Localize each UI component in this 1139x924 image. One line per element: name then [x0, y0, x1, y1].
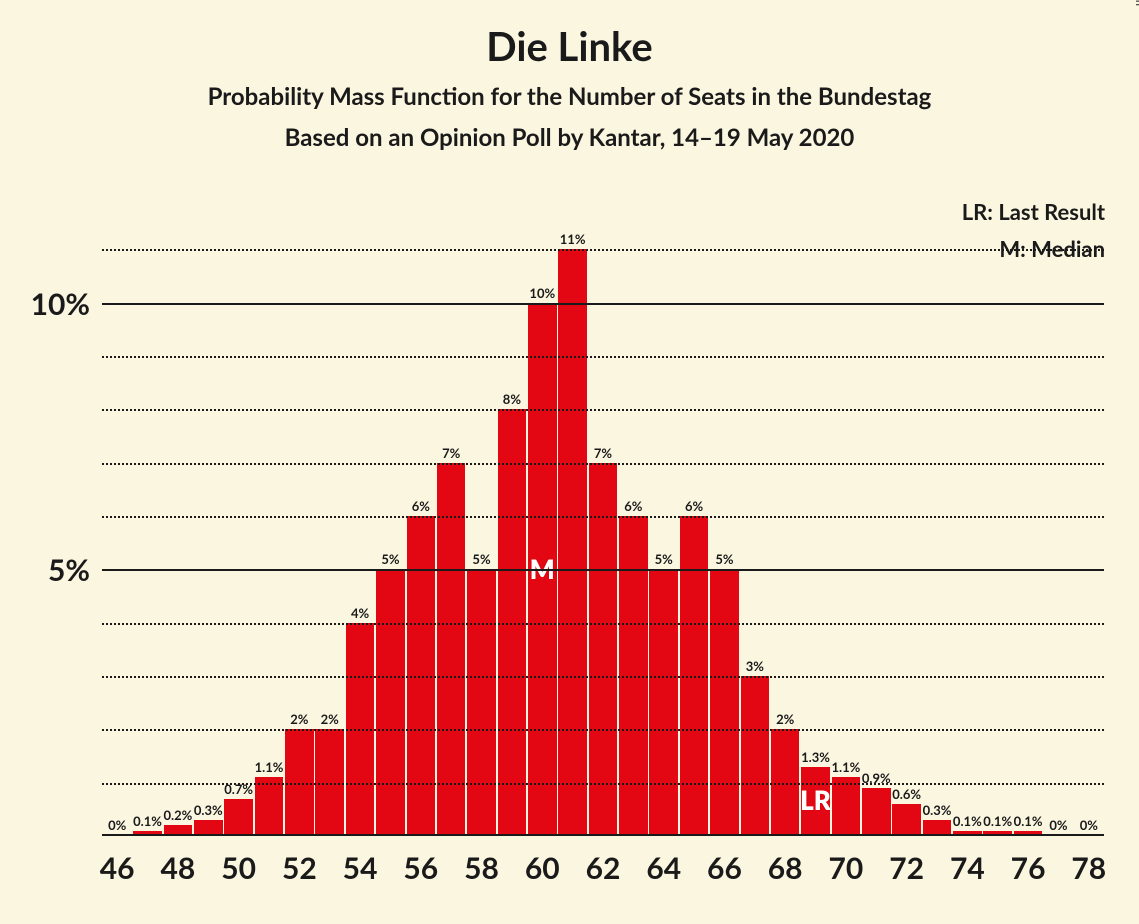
bar-value-label: 5%	[381, 551, 399, 567]
gridline-minor	[102, 409, 1104, 411]
bar: 7%	[437, 463, 466, 836]
bar-value-label: 5%	[472, 551, 490, 567]
bar: 5%	[710, 569, 739, 836]
bar-value-label: 6%	[412, 498, 430, 514]
bar: 3%	[741, 676, 770, 836]
bar-value-label: 11%	[560, 231, 586, 247]
bar-value-label: 0.1%	[1014, 813, 1043, 829]
bar: 1.1%	[832, 777, 861, 836]
x-tick-label: 56	[403, 850, 438, 886]
gridline-minor	[102, 676, 1104, 678]
bar: 7%	[589, 463, 618, 836]
bar-value-label: 4%	[351, 605, 369, 621]
x-tick-label: 52	[282, 850, 317, 886]
x-tick-label: 46	[100, 850, 135, 886]
bar-value-label: 0.6%	[892, 786, 921, 802]
gridline-minor	[102, 516, 1104, 518]
gridline-major	[102, 303, 1104, 305]
x-tick-label: 58	[464, 850, 499, 886]
bar: 11%	[558, 249, 587, 836]
bar-value-label: 1.1%	[831, 759, 860, 775]
bar-value-label: 0%	[108, 817, 126, 833]
bar-value-label: 2%	[290, 711, 308, 727]
x-tick-label: 62	[586, 850, 621, 886]
x-tick-label: 66	[707, 850, 742, 886]
bar-value-label: 0.3%	[923, 802, 952, 818]
bar-value-label: 10%	[529, 285, 555, 301]
gridline-minor	[102, 463, 1104, 465]
bar: 1.1%	[255, 777, 284, 836]
bar-value-label: 5%	[715, 551, 733, 567]
bar-value-label: 2%	[776, 711, 794, 727]
x-tick-label: 70	[829, 850, 864, 886]
chart-title: Die Linke	[0, 22, 1139, 70]
bar-value-label: 2%	[321, 711, 339, 727]
bar-value-label: 8%	[503, 391, 521, 407]
x-tick-label: 50	[221, 850, 256, 886]
x-tick-label: 64	[646, 850, 681, 886]
x-tick-label: 74	[950, 850, 985, 886]
bar-value-label: 0.1%	[133, 813, 162, 829]
bar: 5%	[376, 569, 405, 836]
gridline-minor	[102, 783, 1104, 785]
last-result-marker: LR	[800, 784, 831, 816]
bar: 5%	[467, 569, 496, 836]
x-tick-label: 72	[889, 850, 924, 886]
bar: 1.3%LR	[801, 767, 830, 836]
bar-value-label: 7%	[594, 445, 612, 461]
x-tick-label: 54	[343, 850, 378, 886]
gridline-major	[102, 569, 1104, 571]
bar-value-label: 0.2%	[163, 807, 192, 823]
y-tick-label: 5%	[0, 552, 90, 588]
bar: 0.9%	[862, 788, 891, 836]
bar-value-label: 5%	[655, 551, 673, 567]
chart-subtitle-2: Based on an Opinion Poll by Kantar, 14–1…	[0, 123, 1139, 152]
y-tick-label: 10%	[0, 286, 90, 322]
bar-value-label: 3%	[746, 658, 764, 674]
bar-value-label: 1.3%	[801, 749, 830, 765]
gridline-minor	[102, 356, 1104, 358]
title-area: Die Linke Probability Mass Function for …	[0, 22, 1139, 152]
x-tick-label: 78	[1071, 850, 1106, 886]
x-tick-label: 76	[1011, 850, 1046, 886]
bar-value-label: 1.1%	[255, 759, 284, 775]
bar-value-label: 6%	[624, 498, 642, 514]
bar: 0.7%	[224, 799, 253, 836]
bar-value-label: 0.1%	[953, 813, 982, 829]
bar-value-label: 7%	[442, 445, 460, 461]
x-tick-label: 60	[525, 850, 560, 886]
copyright-text: © 2021 Filip van Laenen	[1133, 0, 1139, 6]
bar-value-label: 6%	[685, 498, 703, 514]
gridline-minor	[102, 623, 1104, 625]
plot-area: 0%0.1%0.2%0.3%0.7%1.1%2%2%4%5%6%7%5%8%10…	[102, 196, 1104, 836]
bar-value-label: 0%	[1080, 817, 1098, 833]
x-axis-baseline	[102, 834, 1104, 836]
bar: 5%	[649, 569, 678, 836]
x-tick-label: 48	[161, 850, 196, 886]
bar-value-label: 0%	[1049, 817, 1067, 833]
chart-subtitle-1: Probability Mass Function for the Number…	[0, 82, 1139, 111]
bar-value-label: 0.3%	[194, 802, 223, 818]
x-tick-label: 68	[768, 850, 803, 886]
bar: 0.6%	[892, 804, 921, 836]
bar-value-label: 0.1%	[983, 813, 1012, 829]
gridline-minor	[102, 729, 1104, 731]
gridline-minor	[102, 249, 1104, 251]
